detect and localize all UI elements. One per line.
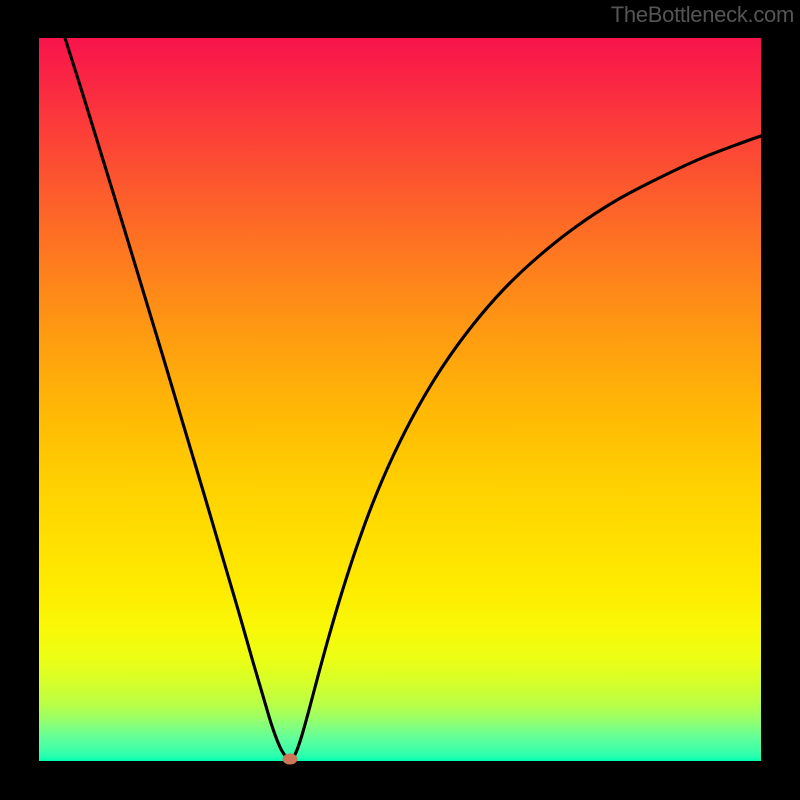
watermark-text: TheBottleneck.com <box>611 2 794 28</box>
plot-area <box>39 38 761 761</box>
bottleneck-curve <box>39 38 761 761</box>
minimum-marker <box>283 754 298 765</box>
chart-container: TheBottleneck.com <box>0 0 800 800</box>
